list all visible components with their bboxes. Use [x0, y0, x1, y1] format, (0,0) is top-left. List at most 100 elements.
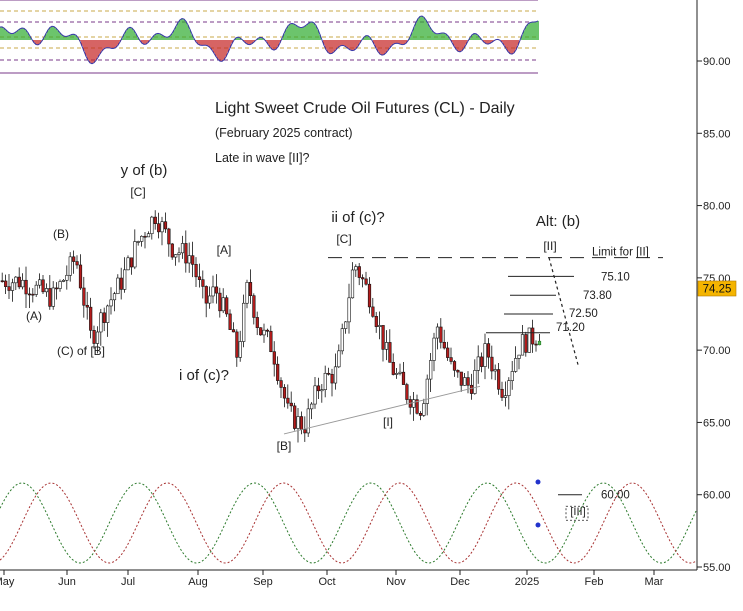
candle-body	[143, 235, 147, 238]
target-box	[565, 505, 589, 521]
candle-body	[31, 293, 35, 296]
candle-body	[299, 416, 304, 430]
candle-body	[323, 372, 327, 390]
wave-label: [B]	[277, 439, 292, 453]
candle-body	[520, 334, 525, 356]
candle-body	[119, 277, 123, 290]
wave-label: y of (b)	[121, 162, 168, 179]
candle-body	[259, 327, 263, 336]
wave-labels: (A) (B) (C) of [B] y of (b) [C] [A] i of (c)? […	[26, 162, 586, 518]
candle-body	[412, 399, 416, 408]
candle-body	[95, 331, 100, 344]
candle-body	[201, 279, 205, 287]
candle-body	[429, 360, 433, 380]
candle-body	[133, 241, 137, 268]
candle-body	[48, 288, 52, 307]
cycle-lines	[0, 479, 697, 564]
candle-body	[517, 354, 521, 359]
candle-body	[480, 356, 484, 367]
candle-body	[109, 299, 113, 307]
candle-body	[269, 330, 273, 352]
candle-body	[34, 284, 38, 295]
candle-body	[354, 266, 358, 271]
wave-label: [C]	[336, 232, 351, 246]
chart-title: Light Sweet Crude Oil Futures (CL) - Dai…	[215, 100, 515, 117]
wave-label: (B)	[53, 227, 69, 241]
candle-body	[527, 327, 531, 353]
candle-body	[129, 257, 134, 268]
candle-body	[279, 380, 283, 388]
candle-body	[75, 261, 79, 266]
x-tick-label: Dec	[450, 576, 470, 588]
candle-body	[282, 387, 287, 399]
candle-body	[507, 380, 511, 396]
candle-body	[483, 343, 487, 367]
candle-body	[330, 373, 334, 384]
candle-body	[493, 369, 497, 372]
limit-line-label: Limit for [II]	[592, 247, 649, 259]
last-price-value: 74.25	[703, 284, 732, 296]
candle-body	[405, 384, 409, 400]
candle-body	[58, 281, 62, 289]
candle-body	[68, 256, 72, 276]
candle-body	[456, 369, 460, 373]
candle-body	[245, 282, 249, 304]
candle-body	[197, 276, 202, 280]
candle-body	[272, 351, 276, 365]
candle-body	[388, 342, 392, 363]
candle-body	[497, 369, 501, 390]
chart-subtitle: (February 2025 contract)	[215, 126, 353, 140]
candle-body	[418, 412, 423, 416]
candle-body	[286, 397, 290, 404]
oscillator-line	[0, 15, 539, 65]
candle-body	[391, 362, 395, 375]
candle-body	[99, 312, 103, 333]
candle-body	[442, 341, 446, 349]
candle-body	[303, 429, 307, 434]
candle-body	[78, 264, 83, 289]
candle-body	[327, 372, 331, 375]
candle-body	[255, 317, 259, 328]
x-tick-label: Oct	[318, 576, 335, 588]
wave-label: [A]	[217, 243, 232, 257]
candle-body	[204, 286, 208, 304]
candle-body	[157, 223, 161, 233]
candle-body	[510, 371, 514, 381]
x-tick-label: Nov	[386, 576, 406, 588]
candle-body	[10, 282, 15, 291]
candle-body	[238, 341, 242, 358]
candle-body	[514, 358, 518, 372]
candle-body	[242, 302, 246, 342]
candle-body	[153, 216, 157, 224]
candle-body	[92, 330, 96, 344]
x-tick-label: Feb	[585, 576, 604, 588]
candle-body	[313, 385, 317, 405]
candle-body	[371, 306, 375, 317]
candle-body	[163, 221, 168, 230]
wave-label: ii of (c)?	[331, 209, 384, 226]
candle-body	[446, 347, 450, 358]
candle-body	[398, 371, 402, 374]
candle-body	[126, 257, 130, 271]
candle-body	[123, 269, 127, 290]
candle-body	[384, 342, 389, 350]
last-price-badge	[697, 280, 737, 297]
candle-body	[248, 282, 253, 296]
projection-line	[548, 257, 579, 365]
wave-label: (C) of [B]	[57, 344, 105, 358]
candle-body	[184, 243, 188, 264]
candle-body	[89, 306, 93, 331]
candle-body	[41, 279, 45, 293]
y-tick-label: 85.00	[703, 128, 731, 140]
candle-body	[310, 403, 314, 410]
candle-body	[524, 334, 528, 353]
candle-body	[82, 287, 86, 306]
level-label: 72.50	[569, 308, 598, 320]
cycle-line-red	[0, 482, 697, 564]
candle-body	[170, 243, 174, 258]
y-tick-label: 80.00	[703, 201, 731, 213]
candle-body	[378, 325, 382, 327]
x-tick-label: Jun	[58, 576, 76, 588]
candle-body	[306, 408, 310, 434]
